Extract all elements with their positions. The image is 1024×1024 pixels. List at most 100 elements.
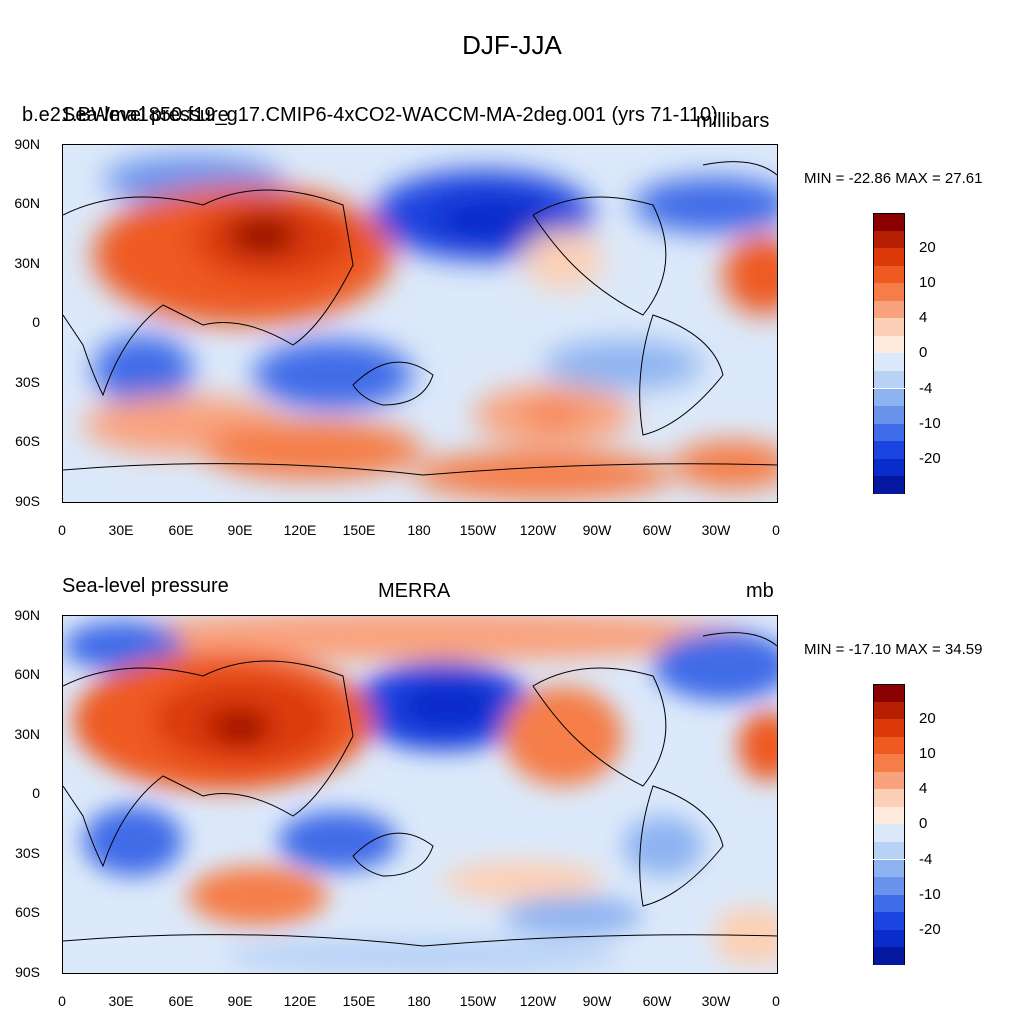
lon-label: 90W xyxy=(582,522,612,538)
colorbar-box xyxy=(873,248,905,266)
colorbar-label: 0 xyxy=(919,815,928,833)
colorbar-box xyxy=(873,441,905,459)
colorbar-box xyxy=(873,929,905,948)
panel-2-map xyxy=(62,615,778,974)
panel-1-center-title: b.e21.BWma1850.f19_g17.CMIP6-4xCO2-WACCM… xyxy=(22,104,718,126)
colorbar-box xyxy=(873,476,905,494)
panel-2-right-title: mb xyxy=(746,580,774,602)
lat-label: 60S xyxy=(15,904,40,920)
figure-title: DJF-JJA xyxy=(462,30,562,60)
lon-label: 150E xyxy=(342,522,376,538)
colorbar-box xyxy=(873,353,905,371)
panel-1-contour-field xyxy=(63,145,777,502)
lat-label: 0 xyxy=(32,785,40,801)
lon-label: 30W xyxy=(701,522,731,538)
lat-label: 90N xyxy=(14,607,40,623)
colorbar-box xyxy=(873,771,905,790)
lon-label: 60W xyxy=(642,522,672,538)
colorbar-box xyxy=(873,230,905,249)
colorbar-box xyxy=(873,719,905,737)
panel-1-left-title: Sea-level pressure xyxy=(62,104,229,126)
lon-label: 60E xyxy=(168,522,194,538)
colorbar-box xyxy=(873,824,905,842)
lat-label: 30S xyxy=(15,845,40,861)
lon-label: 0 xyxy=(58,993,66,1009)
colorbar-box xyxy=(873,894,905,913)
lat-label: 90S xyxy=(15,964,40,980)
colorbar-label: 4 xyxy=(919,309,928,327)
lat-label: 60S xyxy=(15,433,40,449)
lon-label: 120W xyxy=(519,522,557,538)
colorbar-box xyxy=(873,684,905,703)
colorbar-box xyxy=(873,701,905,720)
colorbar-label: 4 xyxy=(919,780,928,798)
panel-1-colorbar: 20 10 4 0 -4 -10 -20 xyxy=(873,213,941,494)
lon-label: 30E xyxy=(108,522,134,538)
colorbar-box xyxy=(873,806,905,825)
colorbar-box xyxy=(873,736,905,755)
lon-label: 30E xyxy=(108,993,134,1009)
lat-label: 90N xyxy=(14,136,40,152)
colorbar-label: -10 xyxy=(919,414,941,432)
lon-label: 180 xyxy=(407,993,431,1009)
colorbar-box xyxy=(873,754,905,772)
lat-label: 0 xyxy=(32,314,40,330)
lat-label: 60N xyxy=(14,195,40,211)
lon-label: 30W xyxy=(701,993,731,1009)
panel-2-center-title: MERRA xyxy=(378,580,451,602)
colorbar-label: -10 xyxy=(919,885,941,903)
panel-1-right-title: millibars xyxy=(696,110,770,132)
lon-label: 0 xyxy=(772,522,780,538)
colorbar-box xyxy=(873,912,905,930)
lon-label: 0 xyxy=(58,522,66,538)
colorbar-label: 20 xyxy=(919,239,936,257)
lon-label: 0 xyxy=(772,993,780,1009)
lat-label: 30N xyxy=(14,255,40,271)
colorbar-box xyxy=(873,406,905,424)
lat-label: 30S xyxy=(15,374,40,390)
panel-1-stats: MIN = -22.86 MAX = 27.61 xyxy=(804,170,983,187)
colorbar-label: 10 xyxy=(919,745,936,763)
lon-label: 120E xyxy=(283,993,317,1009)
colorbar-label: 20 xyxy=(919,710,936,728)
lat-label: 60N xyxy=(14,666,40,682)
colorbar-label: 0 xyxy=(919,344,928,362)
panel-2-contour-field xyxy=(63,616,777,973)
lon-label: 90E xyxy=(227,993,253,1009)
colorbar-box xyxy=(873,213,905,232)
lon-label: 90W xyxy=(582,993,612,1009)
colorbar-box xyxy=(873,877,905,895)
lon-label: 60W xyxy=(642,993,672,1009)
colorbar-label: -4 xyxy=(919,850,933,868)
lon-label: 120E xyxy=(283,522,317,538)
colorbar-label: 10 xyxy=(919,274,936,292)
lon-label: 60E xyxy=(168,993,194,1009)
colorbar-box xyxy=(873,318,905,336)
colorbar-label: -20 xyxy=(919,449,941,467)
colorbar-box xyxy=(873,283,905,301)
panel-1-map xyxy=(62,144,778,503)
panel-2-stats: MIN = -17.10 MAX = 34.59 xyxy=(804,641,983,658)
colorbar-box xyxy=(873,335,905,354)
colorbar-box xyxy=(873,789,905,807)
lon-label: 180 xyxy=(407,522,431,538)
colorbar-box xyxy=(873,388,905,407)
lon-label: 150W xyxy=(459,993,497,1009)
colorbar-box xyxy=(873,947,905,965)
lat-label: 90S xyxy=(15,493,40,509)
colorbar-label: -4 xyxy=(919,379,933,397)
panel-2-colorbar: 20 10 4 0 -4 -10 -20 xyxy=(873,684,941,965)
lon-label: 120W xyxy=(519,993,557,1009)
colorbar-box xyxy=(873,370,905,389)
colorbar-label: -20 xyxy=(919,920,941,938)
colorbar-box xyxy=(873,841,905,860)
lon-label: 150E xyxy=(342,993,376,1009)
panel-2-left-title: Sea-level pressure xyxy=(62,575,229,597)
lat-label: 30N xyxy=(14,726,40,742)
colorbar-box xyxy=(873,300,905,319)
colorbar-box xyxy=(873,423,905,442)
colorbar-box xyxy=(873,458,905,477)
colorbar-box xyxy=(873,265,905,284)
lon-label: 90E xyxy=(227,522,253,538)
lon-label: 150W xyxy=(459,522,497,538)
